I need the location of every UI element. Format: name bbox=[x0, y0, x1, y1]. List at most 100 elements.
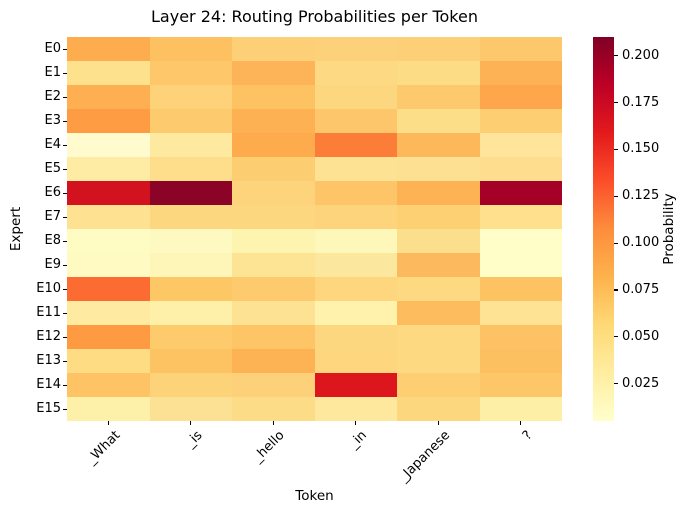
colorbar-tick-label: 0.175 bbox=[622, 94, 660, 110]
heatmap-cell bbox=[314, 205, 397, 229]
heatmap-cell bbox=[149, 205, 232, 229]
colorbar-tick-label: 0.150 bbox=[622, 141, 660, 157]
x-tick-mark bbox=[437, 421, 439, 425]
colorbar-tick-mark bbox=[614, 289, 618, 291]
heatmap-cell bbox=[479, 181, 562, 205]
heatmap-cell bbox=[232, 229, 315, 253]
heatmap-cell bbox=[479, 301, 562, 325]
y-tick-label: E3 bbox=[44, 113, 62, 128]
y-tick-label: E14 bbox=[36, 377, 61, 392]
heatmap-cell bbox=[314, 109, 397, 133]
x-tick-mark bbox=[520, 421, 522, 425]
heatmap-cell bbox=[232, 373, 315, 397]
heatmap-cell bbox=[314, 277, 397, 301]
y-tick-mark bbox=[63, 384, 67, 386]
y-tick-mark bbox=[63, 408, 67, 410]
x-tick-label: _in bbox=[346, 428, 371, 452]
y-tick-label: E7 bbox=[44, 209, 62, 224]
y-tick-label: E6 bbox=[44, 185, 62, 200]
heatmap-cell bbox=[479, 229, 562, 253]
heatmap-cell bbox=[232, 85, 315, 109]
heatmap-cell bbox=[67, 349, 150, 373]
colorbar-tick-label: 0.125 bbox=[622, 188, 660, 204]
heatmap-cell bbox=[479, 349, 562, 373]
heatmap-cell bbox=[479, 85, 562, 109]
heatmap-cell bbox=[479, 205, 562, 229]
heatmap-cell bbox=[397, 85, 480, 109]
heatmap-cell bbox=[149, 157, 232, 181]
heatmap-cell bbox=[232, 349, 315, 373]
heatmap-cell bbox=[479, 61, 562, 85]
heatmap-cell bbox=[397, 109, 480, 133]
heatmap-cell bbox=[67, 325, 150, 349]
chart-title: Layer 24: Routing Probabilities per Toke… bbox=[151, 7, 478, 26]
heatmap-cell bbox=[314, 85, 397, 109]
heatmap-cell bbox=[67, 229, 150, 253]
heatmap-cell bbox=[67, 133, 150, 157]
y-tick-label: E15 bbox=[36, 401, 61, 416]
heatmap-cell bbox=[67, 85, 150, 109]
heatmap-cell bbox=[149, 253, 232, 277]
heatmap-cell bbox=[397, 205, 480, 229]
heatmap-cell bbox=[397, 325, 480, 349]
y-tick-mark bbox=[63, 120, 67, 122]
heatmap-cell bbox=[397, 181, 480, 205]
heatmap-cell bbox=[67, 181, 150, 205]
y-tick-mark bbox=[63, 240, 67, 242]
colorbar-tick-mark bbox=[614, 336, 618, 338]
heatmap-cell bbox=[397, 157, 480, 181]
heatmap-cell bbox=[397, 253, 480, 277]
heatmap-cell bbox=[232, 109, 315, 133]
heatmap-cell bbox=[479, 373, 562, 397]
y-tick-mark bbox=[63, 48, 67, 50]
heatmap-cell bbox=[67, 109, 150, 133]
heatmap-cell bbox=[314, 229, 397, 253]
colorbar-tick-label: 0.100 bbox=[622, 235, 660, 251]
heatmap-cell bbox=[232, 325, 315, 349]
x-axis-label: Token bbox=[295, 488, 334, 504]
heatmap-cell bbox=[479, 157, 562, 181]
y-tick-mark bbox=[63, 216, 67, 218]
y-tick-mark bbox=[63, 336, 67, 338]
heatmap-cell bbox=[314, 373, 397, 397]
heatmap-cell bbox=[479, 37, 562, 61]
y-tick-label: E9 bbox=[44, 257, 62, 272]
y-tick-label: E5 bbox=[44, 161, 62, 176]
x-tick-mark bbox=[355, 421, 357, 425]
heatmap-cell bbox=[314, 181, 397, 205]
x-tick-mark bbox=[190, 421, 192, 425]
heatmap-cell bbox=[149, 85, 232, 109]
y-tick-label: E0 bbox=[44, 41, 62, 56]
heatmap-cell bbox=[314, 397, 397, 421]
heatmap-cell bbox=[232, 133, 315, 157]
y-tick-label: E2 bbox=[44, 89, 62, 104]
x-tick-label: ? bbox=[519, 428, 536, 444]
y-tick-label: E11 bbox=[36, 305, 61, 320]
y-tick-mark bbox=[63, 312, 67, 314]
colorbar-tick-mark bbox=[614, 55, 618, 57]
y-tick-label: E8 bbox=[44, 233, 62, 248]
colorbar-tick-label: 0.200 bbox=[622, 47, 660, 63]
colorbar-tick-mark bbox=[614, 195, 618, 197]
heatmap-cell bbox=[232, 277, 315, 301]
heatmap-cell bbox=[314, 37, 397, 61]
heatmap-cell bbox=[67, 157, 150, 181]
heatmap-cell bbox=[397, 397, 480, 421]
heatmap-cell bbox=[149, 277, 232, 301]
x-tick-label: _What bbox=[83, 428, 123, 468]
heatmap-cell bbox=[149, 397, 232, 421]
heatmap-cell bbox=[149, 229, 232, 253]
y-tick-mark bbox=[63, 96, 67, 98]
heatmap-cell bbox=[149, 181, 232, 205]
heatmap-cell bbox=[397, 229, 480, 253]
heatmap-cell bbox=[232, 205, 315, 229]
x-tick-label: _Japanese bbox=[395, 428, 453, 485]
heatmap-cell bbox=[67, 397, 150, 421]
heatmap-cell bbox=[314, 61, 397, 85]
heatmap-cell bbox=[314, 157, 397, 181]
heatmap-cell bbox=[314, 325, 397, 349]
x-tick-mark bbox=[107, 421, 109, 425]
x-tick-label: _hello bbox=[250, 428, 288, 466]
colorbar-tick-mark bbox=[614, 383, 618, 385]
x-tick-mark bbox=[272, 421, 274, 425]
